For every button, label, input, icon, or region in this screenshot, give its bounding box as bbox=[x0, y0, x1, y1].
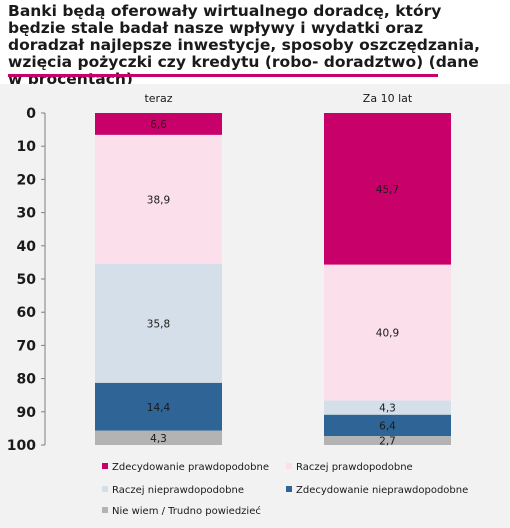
y-tick-label: 80 bbox=[17, 372, 37, 388]
category-label: Za 10 lat bbox=[363, 92, 413, 105]
chart-title: Banki będą oferowały wirtualnego doradcę… bbox=[8, 2, 481, 88]
data-label: 6,4 bbox=[379, 420, 396, 432]
data-label: 2,7 bbox=[379, 436, 396, 448]
legend-label: Zdecydowanie nieprawdopodobne bbox=[296, 485, 468, 496]
legend-swatch bbox=[286, 486, 292, 492]
legend-swatch bbox=[286, 463, 292, 469]
y-tick-label: 40 bbox=[17, 239, 37, 255]
legend-swatch bbox=[102, 486, 108, 492]
data-label: 14,4 bbox=[147, 402, 171, 414]
data-label: 6,6 bbox=[150, 119, 167, 131]
bar-segment bbox=[324, 264, 451, 401]
data-label: 35,8 bbox=[147, 318, 170, 330]
y-tick-label: 10 bbox=[17, 139, 37, 155]
data-label: 4,3 bbox=[150, 433, 167, 445]
legend-label: Raczej prawdopodobne bbox=[296, 462, 413, 473]
legend-swatch bbox=[102, 463, 108, 469]
bar-segment bbox=[95, 382, 222, 431]
legend-label: Nie wiem / Trudno powiedzieć bbox=[112, 505, 261, 517]
legend-swatch bbox=[102, 507, 108, 513]
category-label: teraz bbox=[144, 92, 172, 105]
bar-segment bbox=[95, 430, 222, 445]
bar-segment bbox=[95, 113, 222, 135]
title-underline bbox=[8, 74, 438, 77]
y-tick-label: 0 bbox=[26, 106, 36, 122]
y-tick-label: 20 bbox=[17, 172, 37, 188]
bar-segment bbox=[324, 113, 451, 265]
data-label: 38,9 bbox=[147, 194, 170, 206]
y-tick-label: 70 bbox=[17, 338, 37, 354]
stacked-bar-chart: 0 10 20 30 40 50 60 70 80 90 100 teraz Za 10 lat 6,6 3… bbox=[7, 92, 469, 517]
data-label: 45,7 bbox=[376, 184, 399, 196]
bar-segment bbox=[95, 134, 222, 265]
legend-label: Zdecydowanie prawdopodobne bbox=[112, 462, 269, 473]
y-tick-label: 100 bbox=[7, 438, 36, 454]
bar-segment bbox=[324, 414, 451, 437]
bar-segment bbox=[95, 264, 222, 383]
data-label: 40,9 bbox=[376, 328, 399, 340]
bar-segment bbox=[324, 436, 451, 445]
y-tick-label: 90 bbox=[17, 405, 37, 421]
legend-label: Raczej nieprawdopodobne bbox=[112, 485, 244, 496]
y-tick-label: 60 bbox=[17, 305, 37, 321]
y-tick-label: 50 bbox=[17, 272, 37, 288]
y-tick-label: 30 bbox=[17, 206, 37, 222]
bar-segment bbox=[324, 400, 451, 415]
data-label: 4,3 bbox=[379, 403, 396, 415]
